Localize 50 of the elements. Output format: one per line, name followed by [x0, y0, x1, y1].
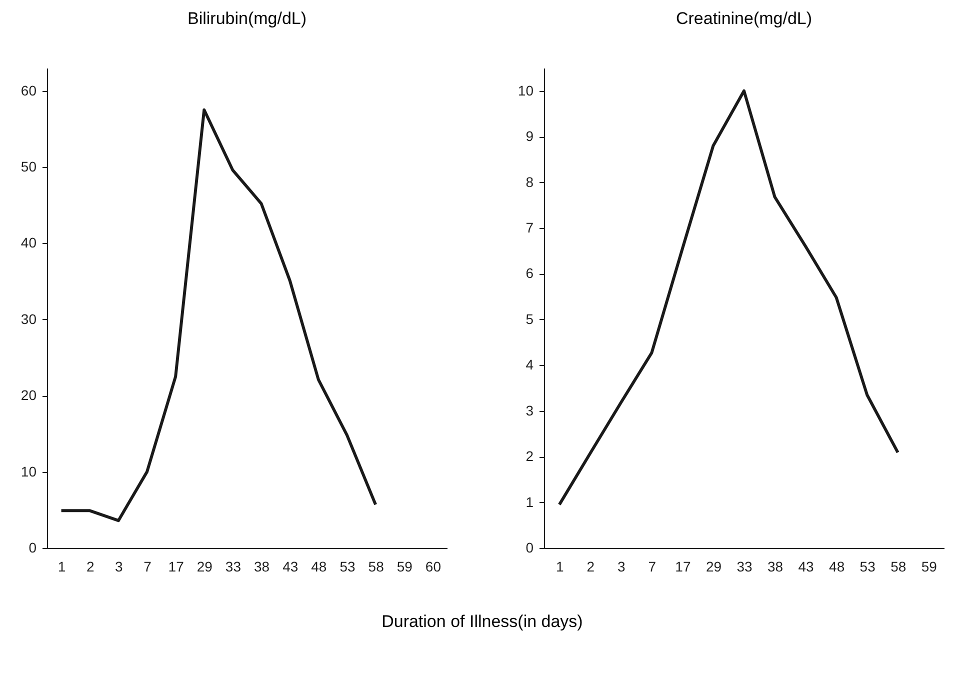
y-tick-label: 3: [526, 402, 534, 418]
x-tick-label: 7: [648, 558, 656, 574]
x-tick-label: 60: [425, 558, 442, 574]
x-tick-label: 43: [282, 558, 298, 574]
x-axis-title: Duration of Illness(in days): [382, 612, 583, 631]
y-tick-label: 10: [518, 82, 534, 98]
x-tick-label: 17: [675, 558, 691, 574]
y-tick-label: 10: [20, 463, 37, 480]
line-series: [60, 108, 378, 522]
y-tick-label: 5: [526, 310, 534, 327]
y-tick-label: 30: [20, 310, 37, 327]
chart-title: Creatinine(mg/dL): [676, 9, 812, 28]
y-tick-label: 4: [526, 356, 534, 373]
x-tick-label: 2: [86, 558, 94, 574]
x-tick-label: 33: [225, 558, 242, 574]
y-tick-label: 8: [526, 174, 534, 190]
y-tick-label: 9: [526, 128, 534, 144]
y-tick-label: 20: [20, 387, 37, 404]
x-tick-label: 48: [829, 558, 845, 574]
y-tick-label: 2: [526, 448, 534, 464]
y-tick-label: 40: [20, 234, 37, 251]
x-tick-label: 48: [311, 558, 327, 574]
x-tick-label: 59: [396, 558, 413, 574]
x-tick-label: 3: [618, 558, 626, 574]
x-tick-label: 29: [706, 558, 722, 574]
x-tick-label: 53: [860, 558, 876, 574]
y-tick-label: 7: [526, 220, 534, 236]
x-tick-label: 17: [168, 558, 184, 574]
x-tick-label: 1: [556, 558, 564, 574]
x-tick-label: 29: [196, 558, 213, 574]
y-tick-label: 0: [526, 540, 534, 556]
x-tick-label: 58: [890, 558, 906, 574]
y-tick-label: 60: [20, 82, 37, 98]
x-tick-label: 1: [58, 558, 66, 574]
y-tick-label: 50: [20, 158, 37, 175]
y-tick-label: 6: [526, 265, 534, 282]
x-tick-label: 53: [340, 558, 356, 574]
x-tick-label: 3: [115, 558, 124, 574]
line-series: [558, 89, 900, 506]
x-tick-label: 59: [921, 558, 938, 574]
x-tick-label: 43: [798, 558, 814, 574]
x-tick-label: 33: [736, 558, 752, 574]
x-tick-label: 58: [368, 558, 384, 574]
y-tick-label: 1: [526, 494, 534, 510]
x-tick-label: 7: [144, 558, 152, 574]
chart-title: Bilirubin(mg/dL): [187, 9, 307, 28]
x-tick-label: 2: [586, 558, 595, 574]
x-tick-label: 38: [254, 558, 270, 574]
y-tick-label: 0: [28, 540, 37, 556]
x-tick-label: 38: [767, 558, 784, 574]
